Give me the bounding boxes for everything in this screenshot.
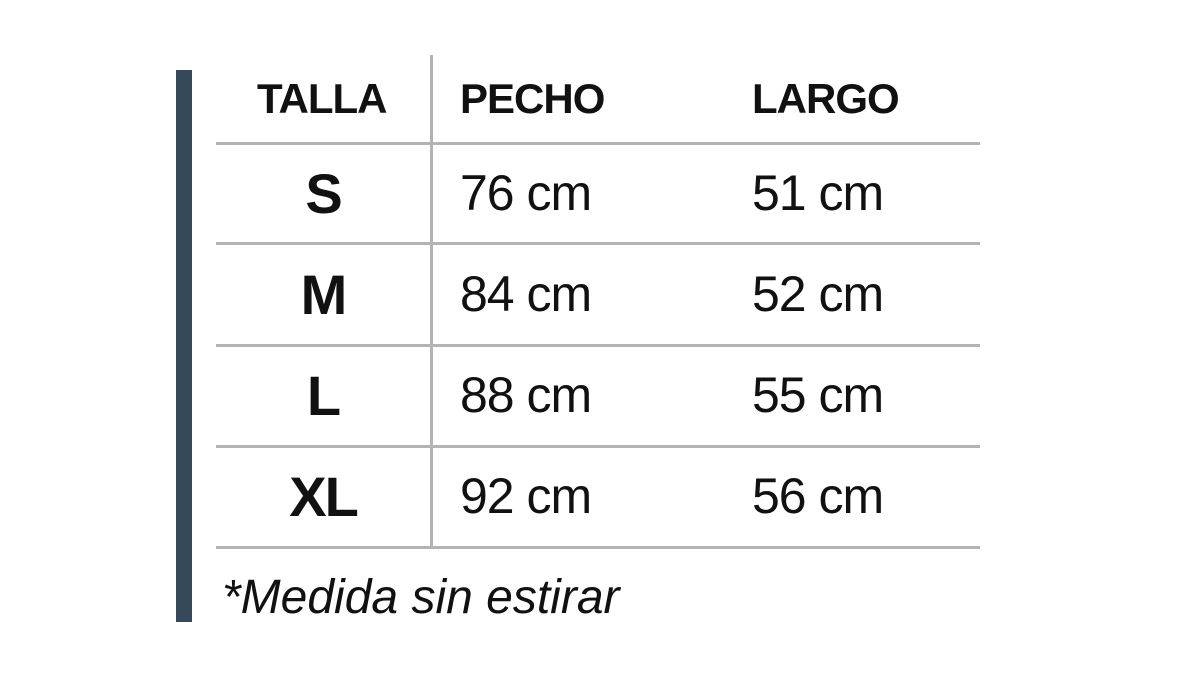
row-divider: [216, 546, 980, 549]
pecho-cell: 92 cm: [460, 468, 592, 524]
row-divider: [216, 242, 980, 245]
largo-cell: 56 cm: [752, 468, 884, 524]
size-cell: L: [306, 364, 341, 427]
largo-cell: 55 cm: [752, 367, 884, 423]
pecho-cell: 88 cm: [460, 367, 592, 423]
header-talla: TALLA: [257, 75, 388, 122]
row-divider: [216, 445, 980, 448]
column-divider: [430, 55, 433, 547]
row-divider: [216, 344, 980, 347]
row-divider: [216, 142, 980, 145]
size-cell: M: [300, 263, 348, 326]
footnote: *Medida sin estirar: [222, 571, 620, 624]
header-pecho: PECHO: [460, 75, 605, 122]
pecho-cell: 84 cm: [460, 266, 592, 322]
size-cell: S: [305, 162, 342, 225]
accent-bar: [176, 70, 192, 622]
largo-cell: 51 cm: [752, 165, 884, 221]
size-cell: XL: [289, 465, 359, 528]
largo-cell: 52 cm: [752, 266, 884, 322]
header-largo: LARGO: [752, 75, 900, 122]
pecho-cell: 76 cm: [460, 165, 592, 221]
